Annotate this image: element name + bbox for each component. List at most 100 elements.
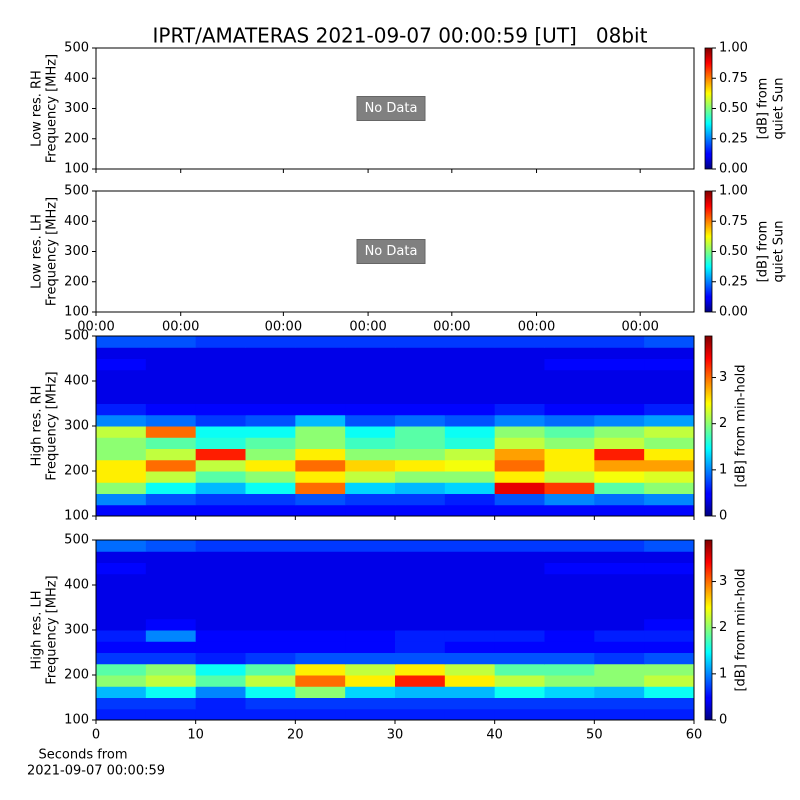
heatmap-cell [96, 551, 147, 563]
heatmap-cell [295, 448, 346, 461]
heatmap-cell [494, 459, 545, 472]
heatmap-cell [195, 630, 246, 642]
heatmap-cell [195, 708, 246, 721]
heatmap-cell [544, 504, 595, 517]
heatmap-cell [395, 414, 446, 427]
y-tick-label: 100 [64, 162, 89, 177]
heatmap-cell [395, 596, 446, 608]
heatmap-cell [395, 708, 446, 721]
heatmap-cell [295, 618, 346, 631]
heatmap-cell [544, 618, 595, 631]
heatmap-cell [145, 663, 197, 676]
heatmap-cell [395, 437, 446, 449]
heatmap-cell [395, 686, 446, 698]
heatmap-cell [644, 471, 695, 483]
heatmap-cell [345, 336, 396, 348]
y-axis-label: Low res. RH [30, 70, 45, 147]
x-tick-label: 30 [387, 728, 404, 743]
colorbar-tick-label: 1.00 [719, 41, 748, 56]
heatmap-cell [544, 573, 595, 586]
heatmap-cell [395, 551, 446, 563]
heatmap-cell [644, 403, 695, 416]
heatmap-cell [644, 618, 695, 631]
y-axis-label: High res. RH [30, 386, 45, 467]
heatmap-cell [145, 369, 197, 382]
heatmap-cell [544, 369, 595, 382]
heatmap-cell [594, 493, 645, 506]
y-tick-label: 400 [64, 578, 89, 593]
heatmap-cell [195, 596, 246, 608]
heatmap-cell [594, 573, 645, 586]
heatmap-cell [395, 562, 446, 575]
heatmap-cell [295, 573, 346, 586]
heatmap-cell [594, 585, 645, 597]
heatmap-cell [145, 708, 197, 721]
heatmap-cell [544, 540, 595, 552]
heatmap-cell [245, 336, 296, 348]
heatmap-cell [145, 618, 197, 631]
colorbar-tick-label: 2 [719, 416, 727, 431]
heatmap-cell [345, 369, 396, 382]
heatmap-cell [494, 358, 545, 371]
heatmap-cell [295, 504, 346, 517]
heatmap-cell [145, 686, 197, 698]
heatmap-cell [395, 675, 446, 687]
heatmap-cell [494, 573, 545, 586]
heatmap-cell [544, 358, 595, 371]
colorbar-tick-label: 0.00 [719, 162, 748, 177]
heatmap-cell [544, 347, 595, 359]
heatmap-cell [345, 448, 396, 461]
heatmap-cell [195, 437, 246, 449]
heatmap-cell [295, 358, 346, 371]
heatmap-cell [345, 708, 396, 721]
heatmap-cell [594, 482, 645, 494]
heatmap-cell [644, 607, 695, 620]
heatmap-cell [644, 708, 695, 721]
heatmap-cell [395, 369, 446, 382]
heatmap-cell [195, 493, 246, 506]
heatmap-cell [644, 562, 695, 575]
y-tick-label: 400 [64, 71, 89, 86]
heatmap-cell [594, 504, 645, 517]
heatmap-cell [195, 403, 246, 416]
heatmap-cell [444, 347, 496, 359]
heatmap-cell [195, 675, 246, 687]
heatmap-cell [295, 697, 346, 710]
heatmap-cell [96, 607, 147, 620]
heatmap-cell [145, 697, 197, 710]
heatmap-cell [494, 414, 545, 427]
heatmap-cell [494, 493, 545, 506]
colorbar-tick-label: 0.00 [719, 305, 748, 320]
colorbar [704, 335, 713, 517]
y-tick-label: 300 [64, 623, 89, 638]
colorbar-tick-label: 1.00 [719, 184, 748, 199]
heatmap-cell [544, 381, 595, 393]
heatmap-cell [295, 392, 346, 404]
heatmap-cell [345, 697, 396, 710]
heatmap-cell [345, 437, 396, 449]
heatmap-cell [644, 652, 695, 665]
heatmap-cell [395, 471, 446, 483]
heatmap-cell [96, 336, 147, 348]
heatmap-cell [195, 459, 246, 472]
heatmap-cell [594, 369, 645, 382]
heatmap-cell [395, 630, 446, 642]
heatmap-cell [494, 482, 545, 494]
heatmap-cell [494, 641, 545, 653]
heatmap-cell [544, 448, 595, 461]
heatmap-cell [295, 708, 346, 721]
heatmap-cell [644, 437, 695, 449]
x-tick-label: 50 [586, 728, 603, 743]
colorbar-tick-label: 0.25 [719, 131, 748, 146]
x-tick-label: 60 [686, 728, 703, 743]
heatmap-cell [644, 336, 695, 348]
heatmap-cell [145, 414, 197, 427]
heatmap-cell [594, 663, 645, 676]
heatmap-cell [96, 562, 147, 575]
y-tick-label: 200 [64, 274, 89, 289]
heatmap-cell [494, 448, 545, 461]
heatmap-cell [594, 471, 645, 483]
heatmap-cell [145, 641, 197, 653]
heatmap-cell [345, 426, 396, 438]
heatmap-cell [295, 403, 346, 416]
